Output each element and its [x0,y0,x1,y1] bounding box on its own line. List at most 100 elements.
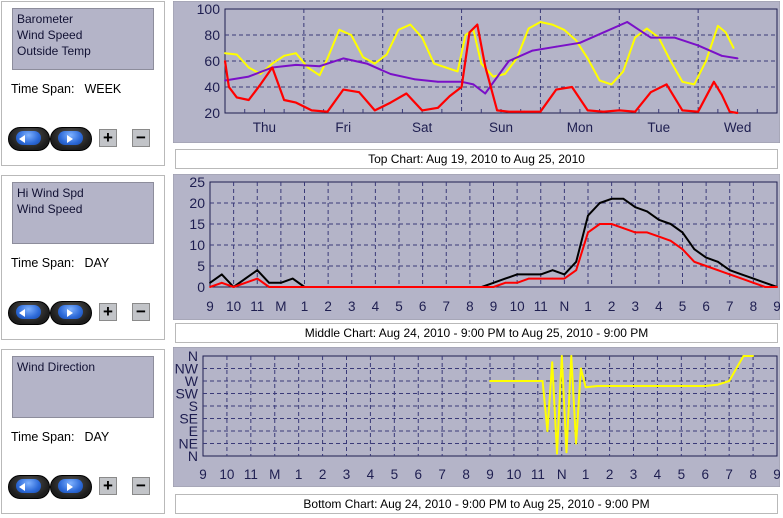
x-tick-label: 11 [531,467,545,482]
data-point [358,91,360,94]
zoom-out-button[interactable]: − [132,129,150,147]
data-point [310,109,313,112]
bottom-series-list[interactable]: Wind Direction [12,356,154,418]
forward-button[interactable] [50,127,92,151]
data-point [283,54,286,57]
data-point [220,281,223,284]
x-tick-label: 1 [295,467,303,482]
data-point [622,227,625,230]
data-point [303,286,306,288]
x-tick-label: Thu [253,120,276,135]
bottom-controls-panel: Wind Direction Time Span: DAY + − [1,349,165,514]
left-arrow-icon [19,135,25,143]
x-tick-label: 5 [678,467,686,482]
data-point [728,380,731,382]
data-point [342,88,345,91]
data-point [697,44,700,47]
data-point [326,57,329,60]
data-point [460,86,463,88]
series-item[interactable]: Wind Speed [17,202,83,216]
data-point [385,53,388,56]
data-point [681,231,684,234]
y-tick-label: 5 [197,258,205,274]
zoom-in-button[interactable]: + [99,477,117,495]
y-tick-label: SW [175,386,198,402]
x-tick-label: Mon [567,120,593,135]
data-point [728,110,731,113]
data-point [492,75,495,78]
data-point [622,197,625,200]
data-point [437,106,439,109]
y-tick-label: 25 [189,174,205,190]
series-item[interactable]: Outside Temp [17,44,91,58]
data-point [224,60,226,62]
data-point [476,23,479,26]
data-point [596,385,599,387]
data-point [693,83,696,86]
series-item[interactable]: Wind Speed [17,28,83,42]
forward-button[interactable] [50,475,92,499]
data-point [556,452,558,455]
zoom-out-button[interactable]: − [132,477,150,495]
top-series-list[interactable]: Barometer Wind Speed Outside Temp [12,8,154,70]
data-point [764,281,767,284]
y-tick-label: NE [179,436,198,452]
data-point [717,269,719,272]
x-tick-label: 3 [343,467,351,482]
y-tick-label: 0 [197,279,205,295]
data-point [546,430,549,432]
y-tick-label: W [185,373,199,389]
zoom-out-button[interactable]: − [132,303,150,321]
data-point [271,66,274,69]
data-point [646,231,648,234]
data-point [516,281,519,284]
data-point [681,248,684,251]
y-tick-label: 60 [204,53,220,69]
data-point [259,83,262,86]
data-point [551,269,554,272]
data-point [570,355,573,357]
data-point [622,70,625,73]
x-tick-label: 11 [534,299,548,314]
right-arrow-icon [67,309,73,317]
data-point [283,99,286,101]
x-tick-label: 1 [301,299,309,314]
back-button[interactable] [8,475,50,499]
data-point [523,110,526,113]
data-point [244,281,247,284]
series-item[interactable]: Barometer [17,12,74,26]
x-tick-label: 8 [462,467,470,482]
data-point [587,231,589,234]
data-point [602,31,605,34]
forward-button[interactable] [50,301,92,325]
x-tick-label: 3 [631,299,639,314]
x-tick-label: 10 [510,299,525,314]
data-point [295,52,297,55]
data-point [318,74,321,77]
data-point [484,65,487,68]
series-item[interactable]: Wind Direction [17,360,96,374]
x-tick-label: M [275,299,286,314]
data-point [598,79,601,82]
x-tick-label: Sat [412,120,433,135]
data-point [256,269,259,272]
back-button[interactable] [8,301,50,325]
data-point [220,273,223,276]
x-tick-label: 5 [679,299,687,314]
data-point [752,355,754,357]
data-point [468,286,471,288]
zoom-in-button[interactable]: + [99,303,117,321]
x-tick-label: 7 [438,467,446,482]
data-point [681,109,684,112]
data-point [541,380,544,382]
time-span-label: Time Span: [11,256,75,270]
data-point [560,355,563,357]
middle-series-list[interactable]: Hi Wind Spd Wind Speed [12,182,154,244]
zoom-in-button[interactable]: + [99,129,117,147]
right-arrow-icon [67,483,73,491]
right-arrow-icon [67,135,73,143]
series-line [224,21,738,95]
series-item[interactable]: Hi Wind Spd [17,186,84,200]
back-button[interactable] [8,127,50,151]
data-point [247,99,250,101]
